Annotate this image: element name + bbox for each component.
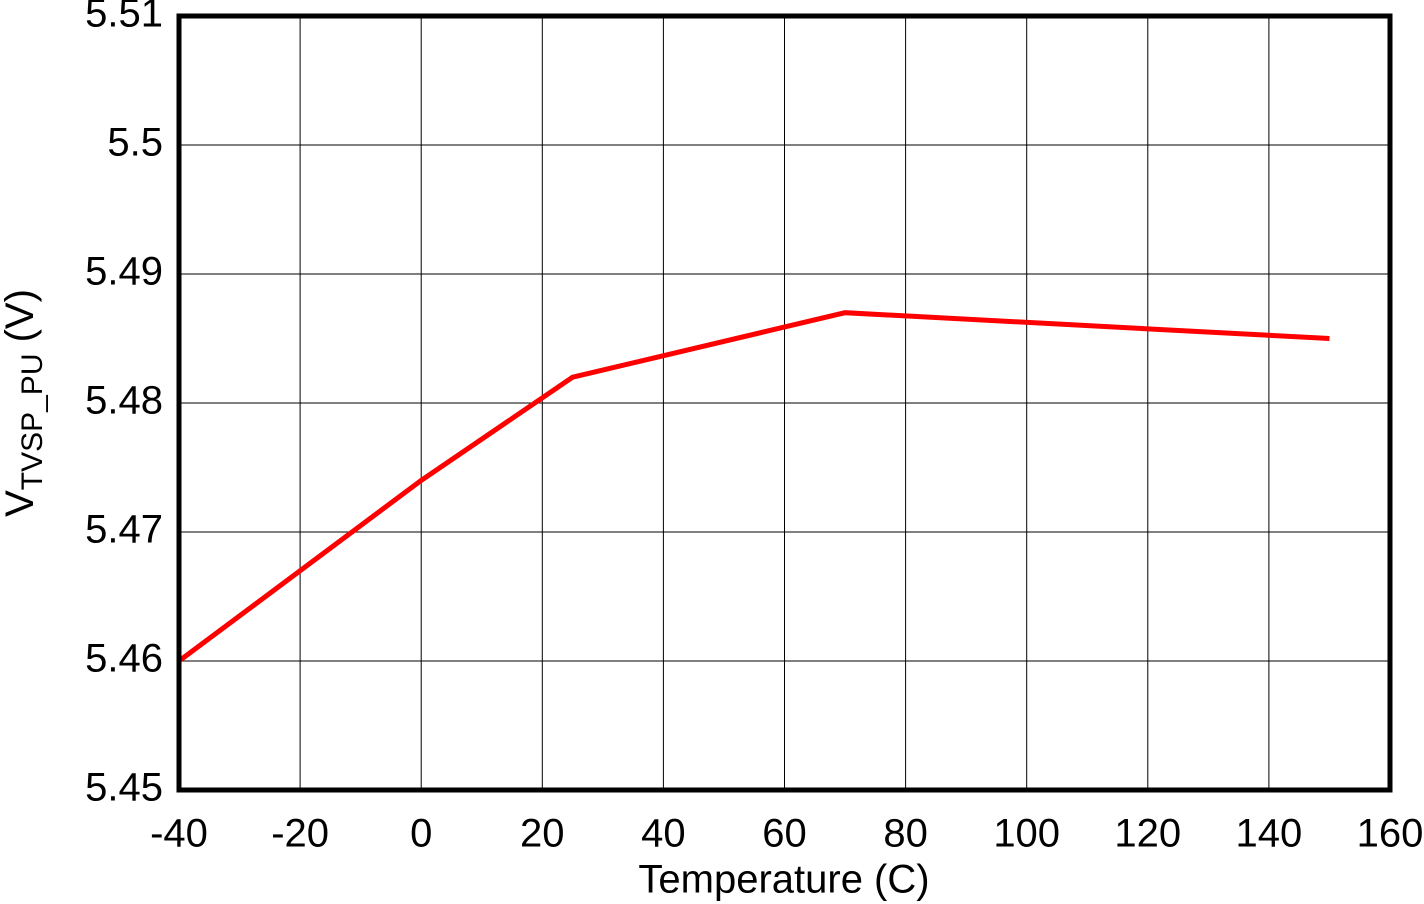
y-axis-title-unit: (V) (0, 289, 42, 353)
y-tick-label: 5.49 (85, 250, 163, 294)
x-tick-label: 40 (641, 812, 686, 856)
y-tick-label: 5.51 (85, 0, 163, 36)
y-tick-label: 5.5 (107, 121, 163, 165)
y-tick-label: 5.46 (85, 637, 163, 681)
x-tick-label: -40 (150, 812, 208, 856)
x-tick-label: 140 (1236, 812, 1303, 856)
y-tick-label: 5.45 (85, 766, 163, 810)
x-tick-label: 100 (993, 812, 1060, 856)
y-axis-title: VTVSP_PU (V) (0, 289, 49, 517)
x-tick-label: 20 (520, 812, 565, 856)
y-axis-title-main: V (0, 490, 42, 517)
x-axis-title: Temperature (C) (638, 858, 929, 902)
x-tick-label: 120 (1114, 812, 1181, 856)
x-tick-label: 80 (883, 812, 928, 856)
x-tick-label: -20 (271, 812, 329, 856)
y-axis-title-sub: TVSP_PU (16, 354, 49, 491)
x-tick-label: 60 (762, 812, 807, 856)
y-tick-label: 5.47 (85, 508, 163, 552)
y-tick-label: 5.48 (85, 379, 163, 423)
x-tick-label: 0 (410, 812, 432, 856)
data-line (177, 310, 1330, 664)
x-tick-label: 160 (1357, 812, 1424, 856)
plot-frame (176, 13, 1393, 793)
